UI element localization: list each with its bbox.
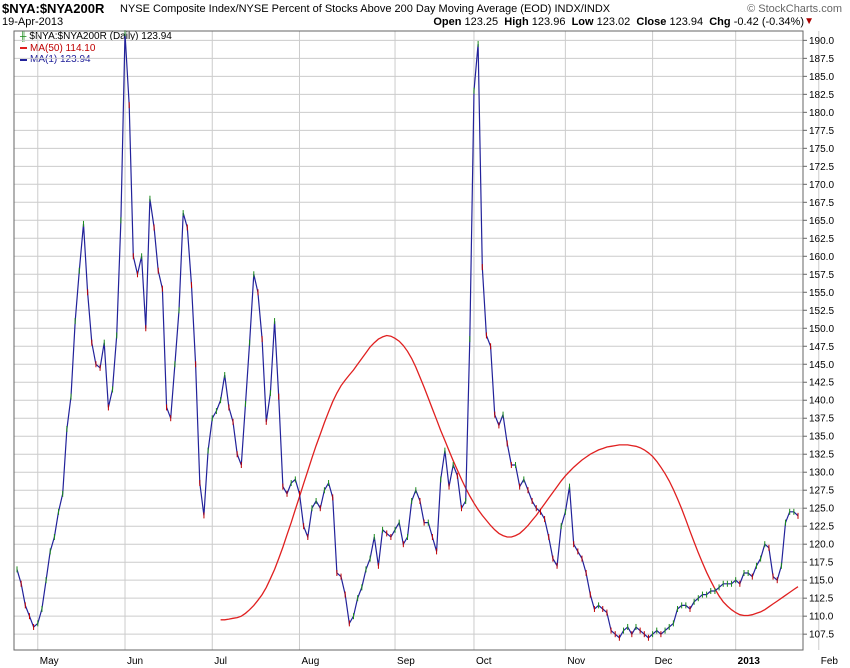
chg-label: Chg xyxy=(709,16,731,28)
y-tick-label: 177.5 xyxy=(809,126,834,137)
y-tick-label: 135.0 xyxy=(809,432,834,443)
low-value: 123.02 xyxy=(596,16,631,28)
close-value: 123.94 xyxy=(669,16,704,28)
legend-item-main: ╫ $NYA:$NYA200R (Daily) 123.94 xyxy=(20,31,172,43)
high-value: 123.96 xyxy=(531,16,566,28)
y-tick-label: 182.5 xyxy=(809,90,834,101)
y-tick-label: 190.0 xyxy=(809,36,834,47)
legend-item-ma50: MA(50) 114.10 xyxy=(20,43,172,55)
y-tick-label: 142.5 xyxy=(809,378,834,389)
symbol-title: $NYA:$NYA200R xyxy=(2,1,105,16)
low-label: Low xyxy=(571,16,594,28)
y-tick-label: 140.0 xyxy=(809,396,834,407)
y-tick-label: 132.5 xyxy=(809,450,834,461)
grid-layer xyxy=(14,31,820,650)
y-tick-label: 147.5 xyxy=(809,342,834,353)
y-tick-label: 107.5 xyxy=(809,630,834,641)
x-tick-label: Jun xyxy=(127,656,143,667)
y-tick-label: 127.5 xyxy=(809,486,834,497)
brand-label: © StockCharts.com xyxy=(747,3,842,15)
y-tick-label: 117.5 xyxy=(809,558,834,569)
chg-value: -0.42 (-0.34%) xyxy=(733,16,804,28)
y-tick-label: 120.0 xyxy=(809,540,834,551)
bar-icon: ╫ xyxy=(20,31,27,41)
legend-main-label: $NYA:$NYA200R (Daily) 123.94 xyxy=(29,31,172,42)
y-tick-label: 145.0 xyxy=(809,360,834,371)
legend-ma50-label: MA(50) 114.10 xyxy=(30,42,96,54)
ma50-swatch xyxy=(20,47,27,50)
y-tick-label: 180.0 xyxy=(809,108,834,119)
y-tick-label: 130.0 xyxy=(809,468,834,479)
y-tick-label: 165.0 xyxy=(809,216,834,227)
down-arrow-icon: ▼ xyxy=(804,16,814,27)
x-tick-label: Aug xyxy=(301,656,319,667)
chart-header: $NYA:$NYA200R NYSE Composite Index/NYSE … xyxy=(0,0,850,34)
y-tick-label: 155.0 xyxy=(809,288,834,299)
x-tick-label: Nov xyxy=(567,656,585,667)
chart-legend: ╫ $NYA:$NYA200R (Daily) 123.94 MA(50) 11… xyxy=(20,31,172,66)
open-label: Open xyxy=(433,16,462,28)
ma1-line xyxy=(16,33,799,639)
x-tick-label: Oct xyxy=(476,656,492,667)
y-tick-label: 187.5 xyxy=(809,54,834,65)
y-tick-label: 122.5 xyxy=(809,522,834,533)
y-tick-label: 185.0 xyxy=(809,72,834,83)
symbol-description: NYSE Composite Index/NYSE Percent of Sto… xyxy=(120,3,611,15)
y-tick-label: 172.5 xyxy=(809,162,834,173)
x-tick-label: Feb xyxy=(821,656,839,667)
y-tick-label: 115.0 xyxy=(809,576,834,587)
y-tick-label: 110.0 xyxy=(809,612,834,623)
y-tick-label: 112.5 xyxy=(809,594,834,605)
x-tick-label: May xyxy=(40,656,59,667)
y-tick-label: 160.0 xyxy=(809,252,834,263)
ma50-line xyxy=(220,334,799,621)
y-tick-label: 150.0 xyxy=(809,324,834,335)
ma1-swatch xyxy=(20,58,27,61)
marks-layer xyxy=(16,30,799,641)
axes-layer: 107.5 110.0 112.5 115.0 117.5 120.0 122.5 125.0… xyxy=(13,30,839,667)
y-tick-label: 152.5 xyxy=(809,306,834,317)
close-label: Close xyxy=(636,16,667,28)
date-label: 19-Apr-2013 xyxy=(2,16,64,28)
y-tick-label: 167.5 xyxy=(809,198,834,209)
x-tick-label: Dec xyxy=(655,656,673,667)
open-value: 123.25 xyxy=(464,16,499,28)
y-tick-label: 162.5 xyxy=(809,234,834,245)
x-tick-label: Sep xyxy=(397,656,415,667)
high-label: High xyxy=(504,16,529,28)
y-tick-label: 157.5 xyxy=(809,270,834,281)
x-tick-label: Jul xyxy=(214,656,227,667)
x-tick-label: 2013 xyxy=(738,656,761,667)
y-tick-label: 170.0 xyxy=(809,180,834,191)
y-tick-label: 137.5 xyxy=(809,414,834,425)
y-tick-label: 175.0 xyxy=(809,144,834,155)
plot-frame xyxy=(13,30,804,651)
y-tick-label: 125.0 xyxy=(809,504,834,515)
quote-summary: Open 123.25 High 123.96 Low 123.02 Close… xyxy=(433,16,804,28)
legend-item-ma1: MA(1) 123.94 xyxy=(20,54,172,66)
legend-ma1-label: MA(1) 123.94 xyxy=(30,54,91,65)
